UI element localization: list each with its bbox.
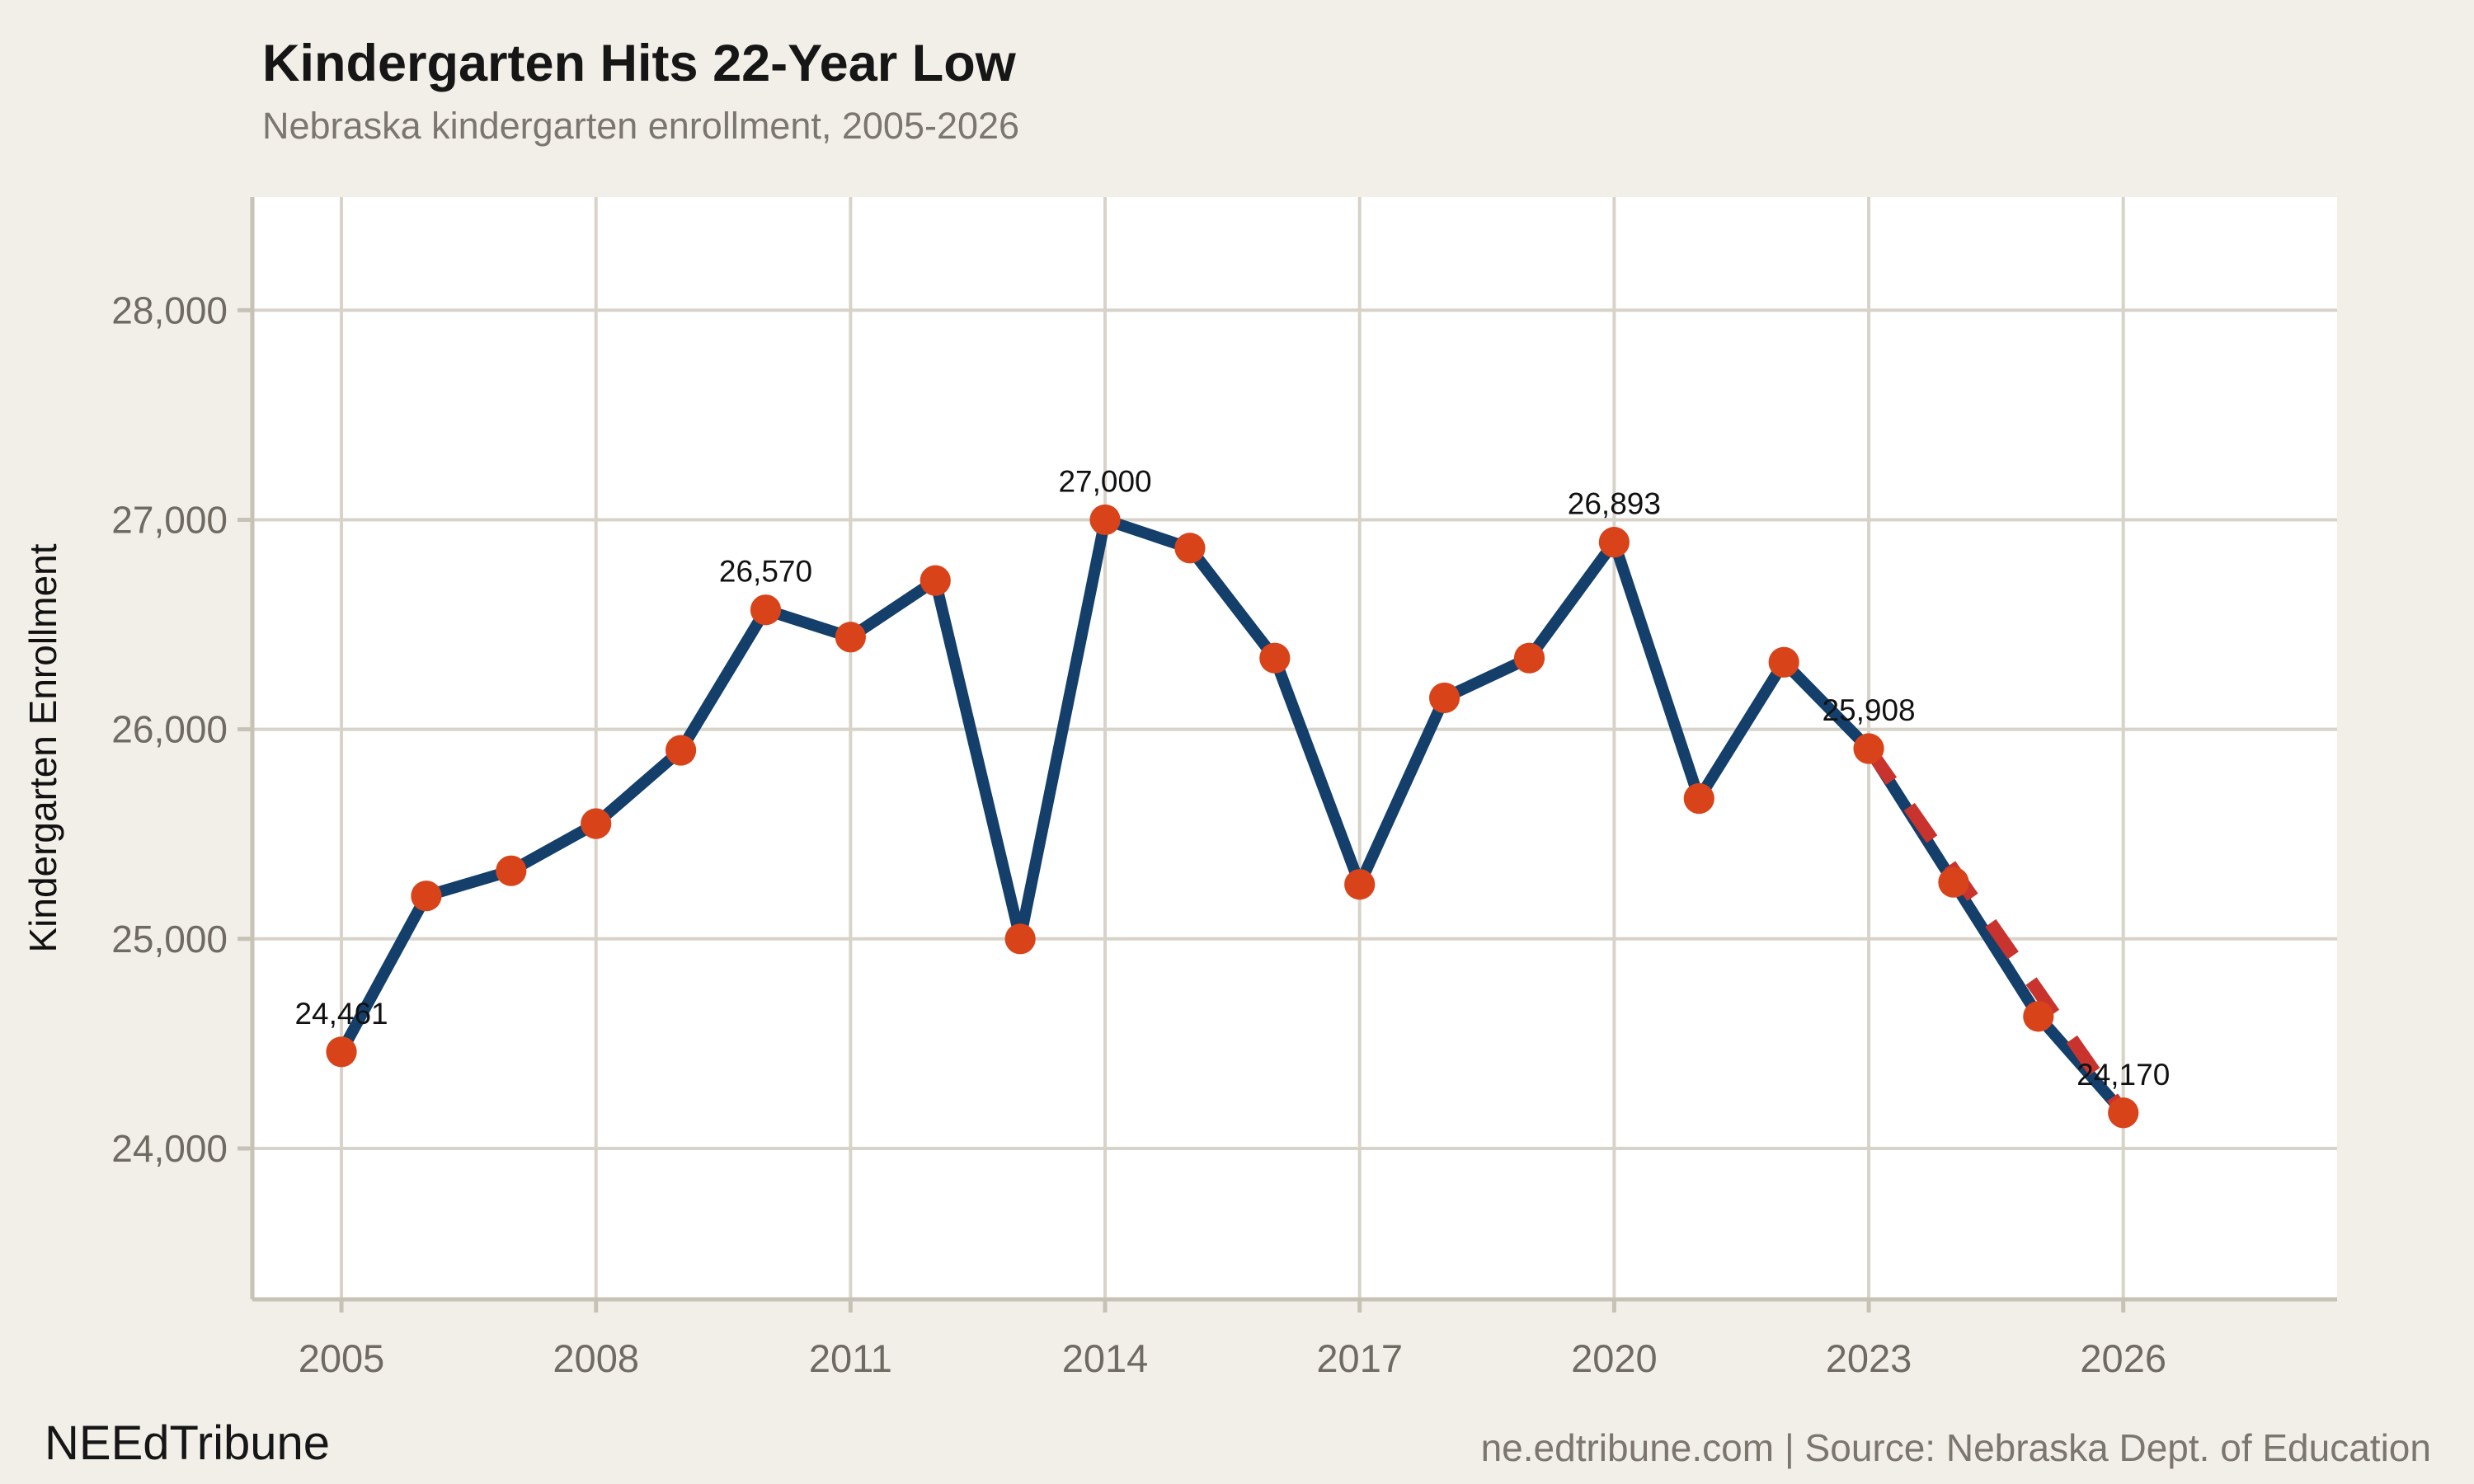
x-tick-label: 2026 <box>2080 1336 2166 1380</box>
source-credit: ne.edtribune.com | Source: Nebraska Dept… <box>1480 1426 2431 1469</box>
enrollment-line <box>336 514 2129 1119</box>
x-tick-label: 2005 <box>299 1336 385 1380</box>
data-point <box>2023 1001 2054 1032</box>
y-tick-label: 24,000 <box>111 1127 228 1170</box>
data-point <box>1513 642 1545 674</box>
data-point <box>1598 527 1630 558</box>
chart-title: Kindergarten Hits 22-Year Low <box>262 33 1016 92</box>
x-tick-label: 2020 <box>1571 1336 1658 1380</box>
point-label: 26,570 <box>719 555 812 589</box>
plot-area <box>252 197 2337 1299</box>
y-tick-label: 27,000 <box>111 498 228 541</box>
x-tick-label: 2023 <box>1826 1336 1912 1380</box>
data-point <box>581 808 612 839</box>
x-tick-label: 2014 <box>1062 1336 1149 1380</box>
data-point <box>2108 1097 2139 1129</box>
point-label: 24,461 <box>294 997 388 1031</box>
projection-dashed-line <box>1863 744 2129 1117</box>
data-point <box>1429 682 1460 714</box>
y-tick-label: 26,000 <box>111 708 228 751</box>
y-axis-title: Kindergarten Enrollment <box>21 543 64 952</box>
brand-logo-text: NEEdTribune <box>45 1418 331 1471</box>
x-tick-label: 2011 <box>809 1336 892 1380</box>
data-point <box>1004 923 1036 955</box>
data-point <box>326 1036 357 1068</box>
x-tick-label: 2017 <box>1316 1336 1403 1380</box>
chart-subtitle: Nebraska kindergarten enrollment, 2005-2… <box>262 106 1020 148</box>
point-label: 25,908 <box>1822 693 1915 727</box>
data-point <box>920 565 951 596</box>
data-point <box>411 881 442 912</box>
point-label: 24,170 <box>2077 1058 2170 1092</box>
data-point <box>750 594 782 626</box>
data-point <box>1259 642 1291 674</box>
data-point <box>1174 533 1206 564</box>
y-tick-label: 25,000 <box>111 918 228 960</box>
data-point <box>1683 782 1714 815</box>
data-point <box>1768 646 1799 678</box>
data-point <box>1938 866 1969 898</box>
data-point <box>835 622 866 653</box>
data-point <box>496 855 527 886</box>
y-tick-label: 28,000 <box>111 289 228 331</box>
point-label: 26,893 <box>1568 487 1661 521</box>
chart-header: Kindergarten Hits 22-Year Low Nebraska k… <box>262 33 1019 148</box>
data-point <box>1089 504 1121 536</box>
point-label: 27,000 <box>1058 464 1151 498</box>
data-point <box>1853 733 1884 764</box>
data-point <box>1344 869 1376 900</box>
data-point <box>665 735 697 766</box>
x-tick-label: 2008 <box>553 1336 639 1380</box>
